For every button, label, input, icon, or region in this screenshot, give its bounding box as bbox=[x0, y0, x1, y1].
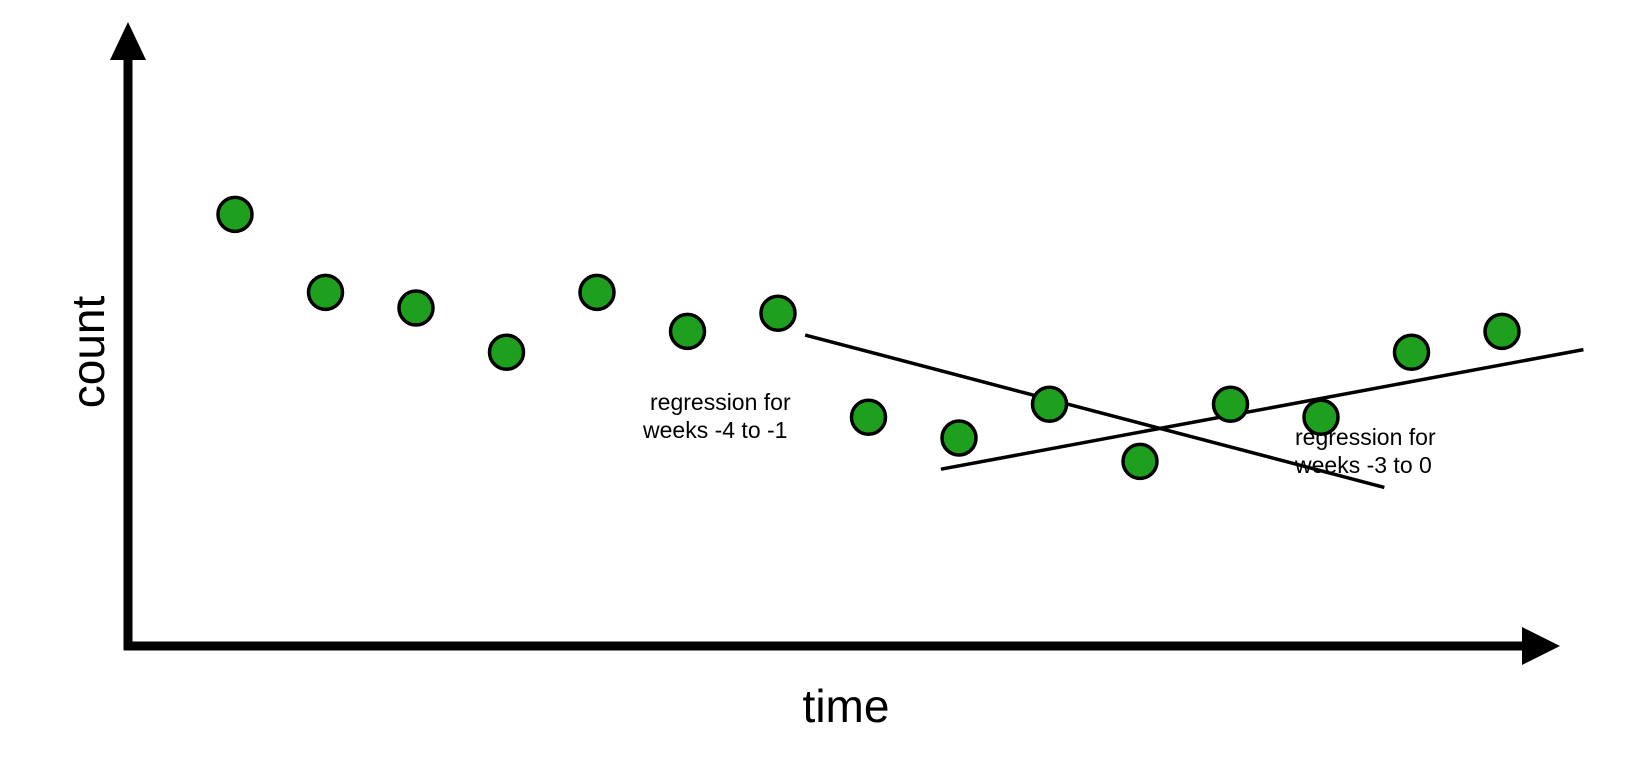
data-point-11 bbox=[1121, 442, 1159, 481]
data-point-5 bbox=[578, 273, 616, 312]
data-point-1 bbox=[216, 195, 254, 234]
annotation-regression-2-line1: regression for bbox=[1295, 424, 1436, 450]
data-point-7 bbox=[759, 294, 797, 332]
data-points bbox=[216, 195, 1521, 481]
regression-line-2 bbox=[940, 347, 1584, 471]
data-point-4 bbox=[487, 333, 526, 371]
data-point-3 bbox=[397, 289, 435, 327]
annotation-regression-1-line1: regression for bbox=[650, 389, 791, 415]
data-point-9 bbox=[940, 419, 978, 457]
data-point-15 bbox=[1483, 312, 1521, 351]
data-point-12 bbox=[1211, 385, 1250, 423]
y-axis-arrowhead bbox=[110, 22, 146, 60]
x-axis-title: time bbox=[803, 680, 890, 732]
data-point-8 bbox=[849, 398, 888, 436]
regression-lines bbox=[804, 333, 1584, 490]
data-point-14 bbox=[1392, 333, 1431, 371]
y-axis-title: count bbox=[62, 296, 114, 409]
data-point-2 bbox=[306, 273, 345, 312]
data-point-13 bbox=[1302, 398, 1340, 436]
regression-line-1 bbox=[804, 333, 1385, 490]
annotation-regression-2-line2: weeks -3 to 0 bbox=[1294, 452, 1432, 478]
x-axis-arrowhead bbox=[1522, 627, 1560, 665]
annotation-regression-1-line2: weeks -4 to -1 bbox=[642, 417, 787, 443]
data-point-6 bbox=[668, 312, 707, 351]
data-point-10 bbox=[1030, 385, 1069, 423]
